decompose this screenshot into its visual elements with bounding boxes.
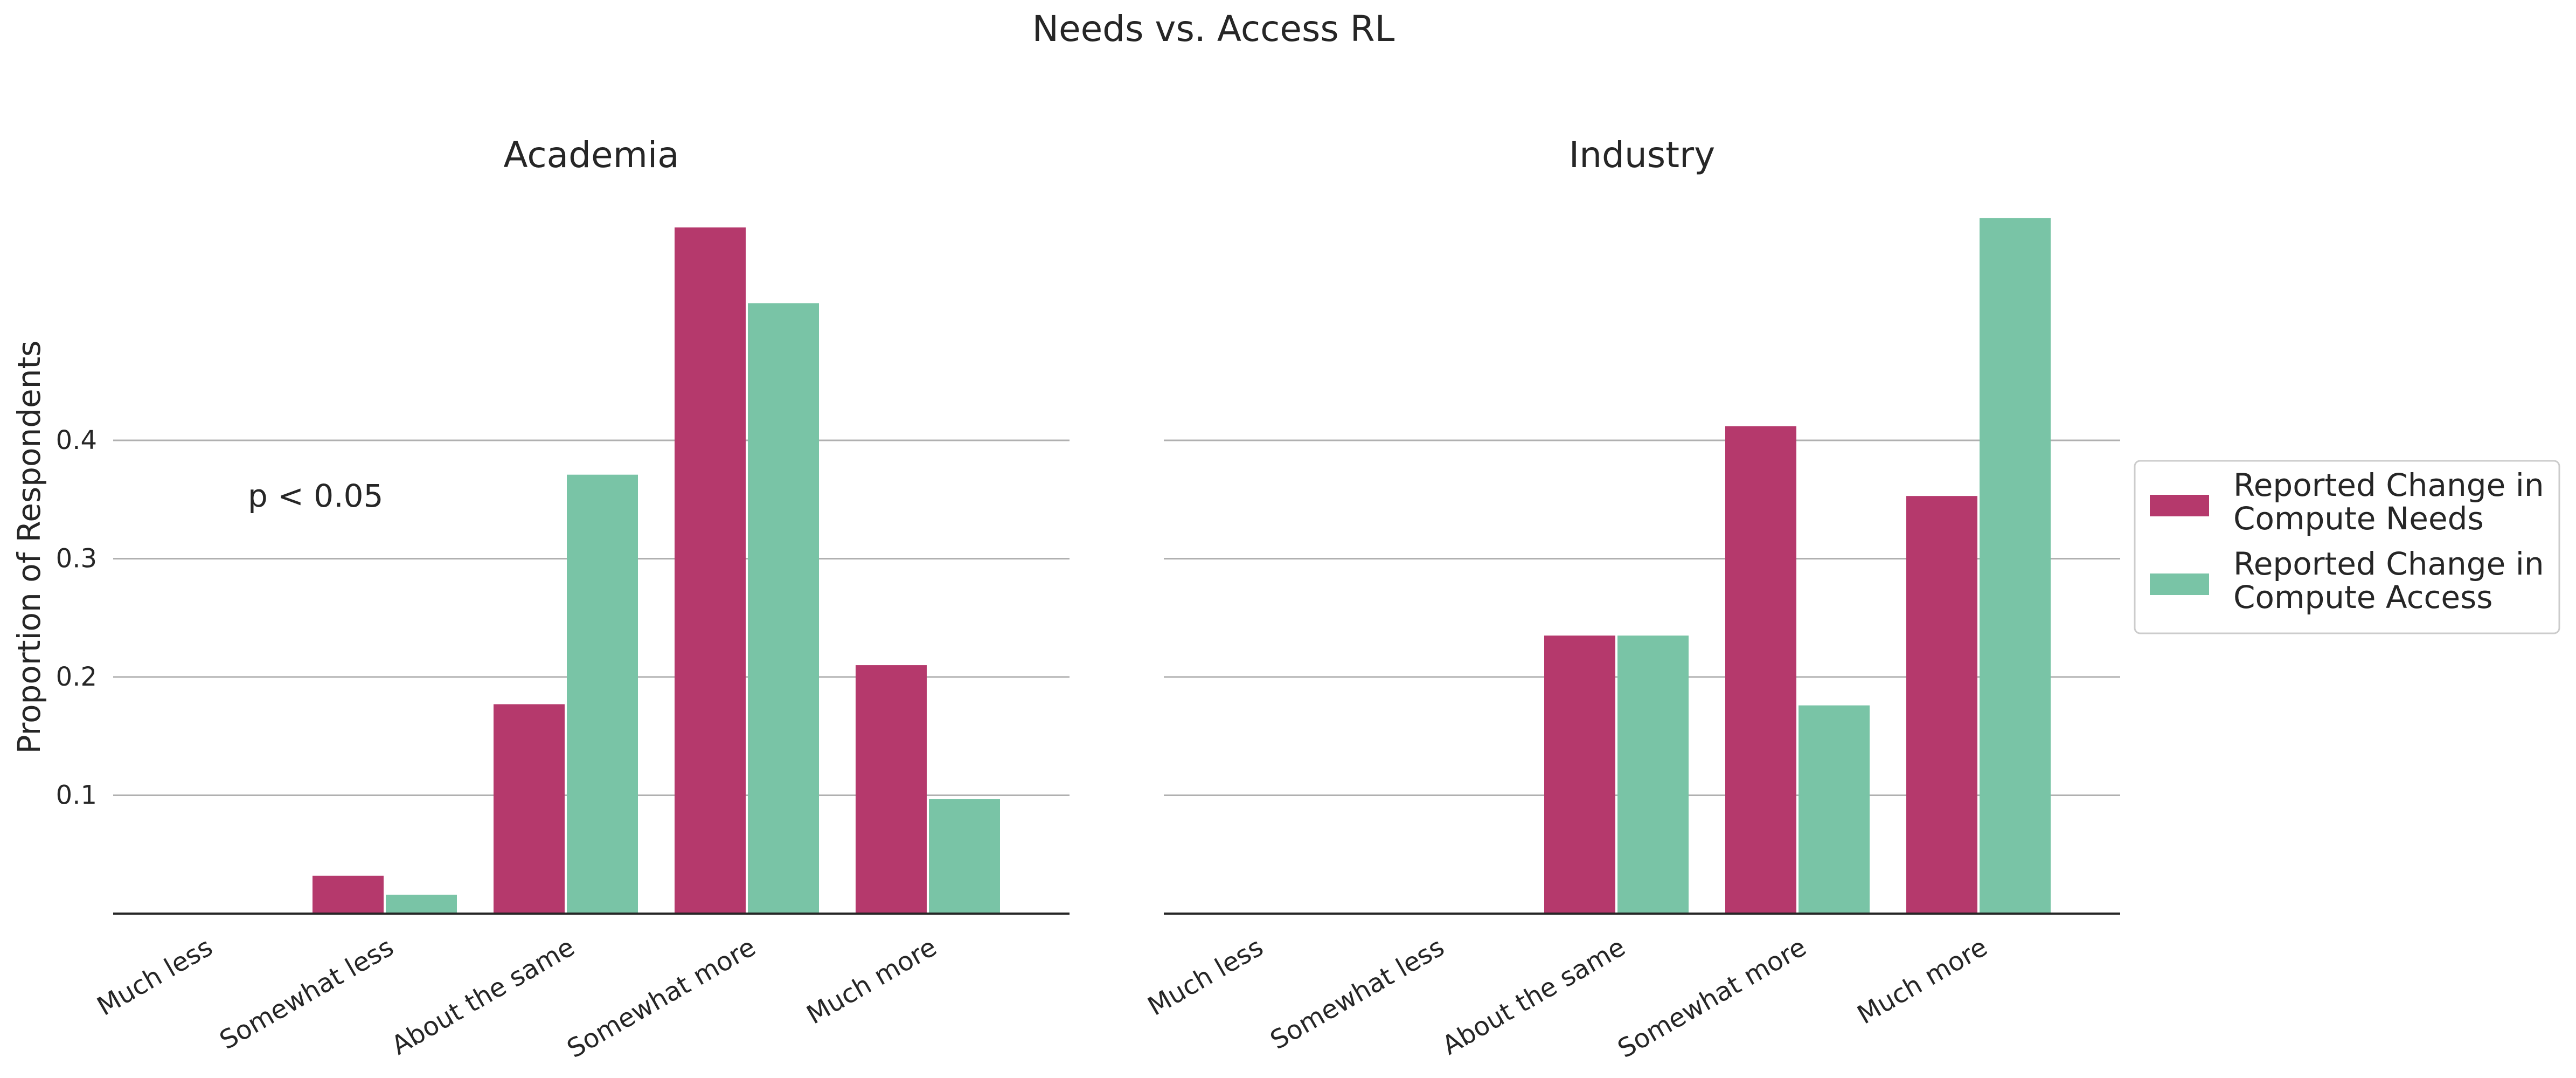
bar-access	[1617, 635, 1689, 914]
x-tick-label: Much more	[802, 932, 942, 1031]
bar-access	[929, 799, 1000, 914]
x-tick-label: Much less	[92, 932, 218, 1022]
y-axis-label: Proportion of Respondents	[11, 341, 47, 754]
y-tick-label: 0.3	[56, 544, 97, 574]
x-tick-label: About the same	[386, 932, 580, 1061]
bar-needs	[494, 704, 565, 914]
x-tick-label: About the same	[1437, 932, 1630, 1061]
bar-access	[748, 303, 819, 914]
legend-label: Compute Access	[2233, 579, 2492, 616]
y-tick-label: 0.1	[56, 780, 97, 811]
legend-frame	[2134, 460, 2560, 634]
legend-label: Reported Change in	[2233, 545, 2544, 582]
x-tick-label: Somewhat more	[1613, 932, 1811, 1064]
bar-needs	[313, 875, 384, 914]
significance-annotation: p < 0.05	[248, 478, 383, 514]
y-tick-label: 0.2	[56, 662, 97, 692]
bar-access	[1799, 705, 1870, 914]
bar-needs	[1906, 496, 1977, 914]
y-tick-label: 0.4	[56, 425, 97, 455]
bar-needs	[675, 227, 746, 914]
x-tick-label: Somewhat less	[214, 932, 399, 1056]
legend-label: Compute Needs	[2233, 500, 2484, 537]
x-tick-label: Much more	[1852, 932, 1992, 1031]
panel-title: Academia	[503, 134, 679, 176]
bar-needs	[856, 665, 927, 914]
x-tick-label: Somewhat less	[1265, 932, 1449, 1056]
bar-needs	[1544, 635, 1615, 914]
panel-title: Industry	[1569, 134, 1715, 176]
legend-swatch	[2150, 573, 2209, 595]
legend-swatch	[2150, 495, 2209, 516]
bar-access	[1980, 218, 2051, 914]
bar-needs	[1725, 426, 1796, 914]
x-tick-label: Much less	[1143, 932, 1268, 1022]
x-tick-label: Somewhat more	[562, 932, 761, 1064]
legend-label: Reported Change in	[2233, 467, 2544, 503]
bar-access	[567, 474, 638, 914]
figure-title: Needs vs. Access RL	[1032, 8, 1395, 50]
bar-access	[386, 894, 457, 914]
